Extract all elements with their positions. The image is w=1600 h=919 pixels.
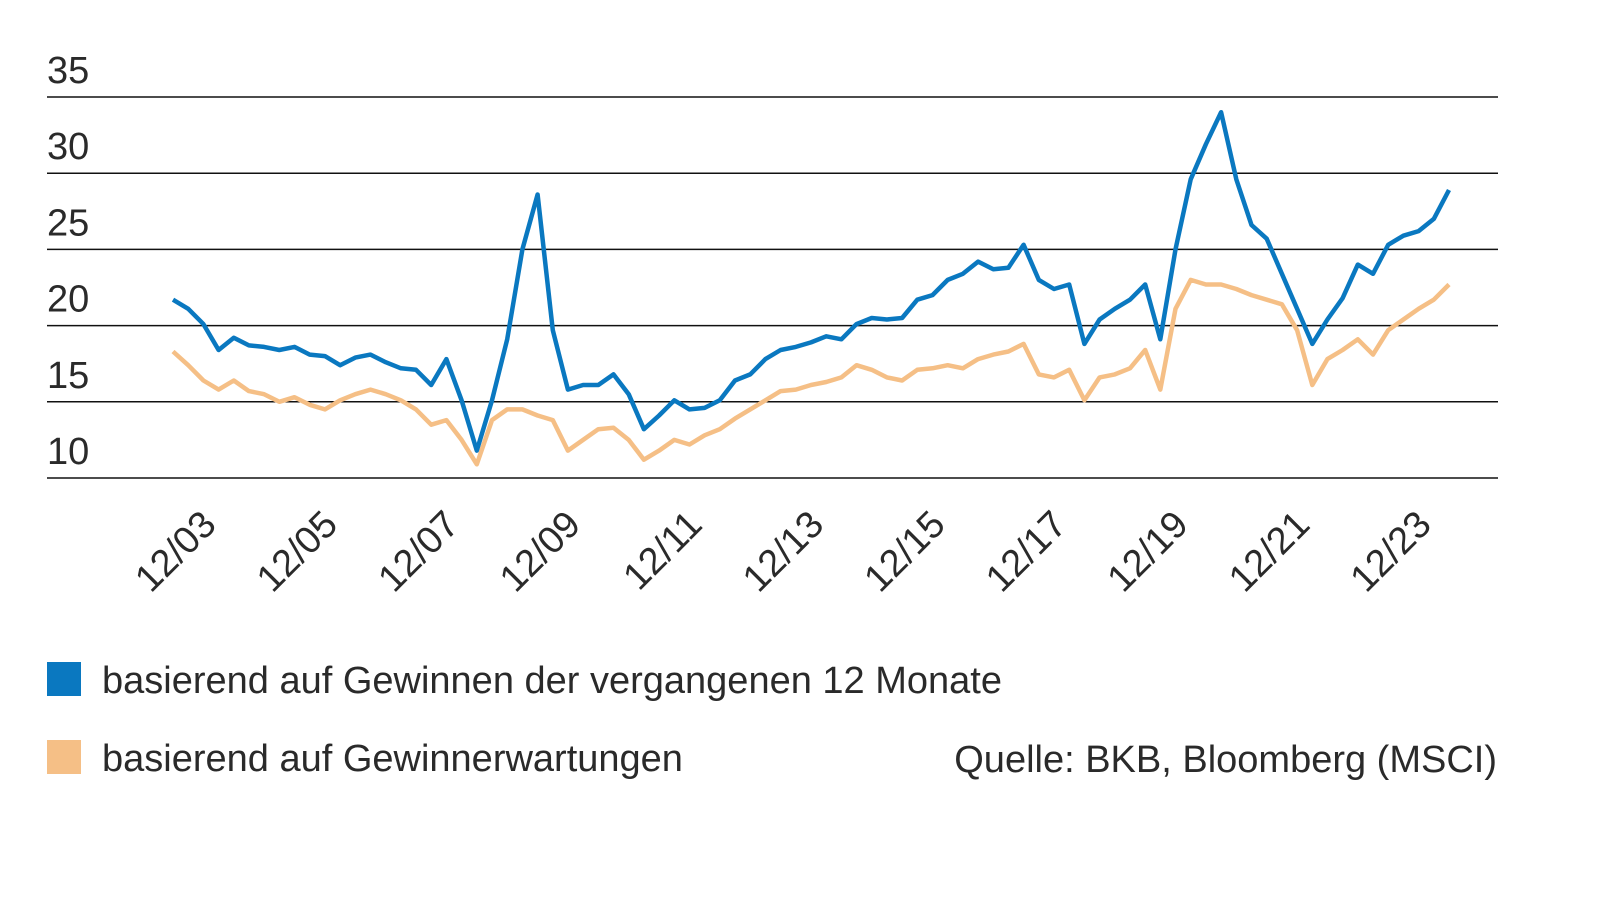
y-tick-label: 35 xyxy=(47,50,89,92)
y-tick-label: 10 xyxy=(47,431,89,473)
x-tick-label: 12/21 xyxy=(1221,503,1318,600)
x-tick-label: 12/13 xyxy=(735,503,832,600)
legend-label: basierend auf Gewinnerwartungen xyxy=(102,738,683,780)
x-tick-label: 12/03 xyxy=(127,503,224,600)
y-tick-label: 15 xyxy=(47,355,89,397)
legend-swatch xyxy=(47,662,81,696)
legend-swatch xyxy=(47,740,81,774)
x-tick-label: 12/15 xyxy=(857,503,954,600)
x-tick-label: 12/19 xyxy=(1100,503,1197,600)
series-line xyxy=(171,277,1451,467)
x-tick-label: 12/09 xyxy=(492,503,589,600)
x-tick-label: 12/11 xyxy=(616,503,711,598)
legend-label: basierend auf Gewinnen der vergangenen 1… xyxy=(102,660,1002,702)
x-tick-label: 12/17 xyxy=(978,503,1075,600)
x-tick-label: 12/07 xyxy=(371,503,468,600)
y-tick-label: 20 xyxy=(47,279,89,321)
y-tick-label: 30 xyxy=(47,126,89,168)
x-tick-label: 12/05 xyxy=(249,503,346,600)
source: Quelle: BKB, Bloomberg (MSCI) xyxy=(954,739,1497,781)
y-tick-label: 25 xyxy=(47,202,89,244)
series-line xyxy=(171,109,1451,453)
x-tick-label: 12/23 xyxy=(1343,503,1440,600)
